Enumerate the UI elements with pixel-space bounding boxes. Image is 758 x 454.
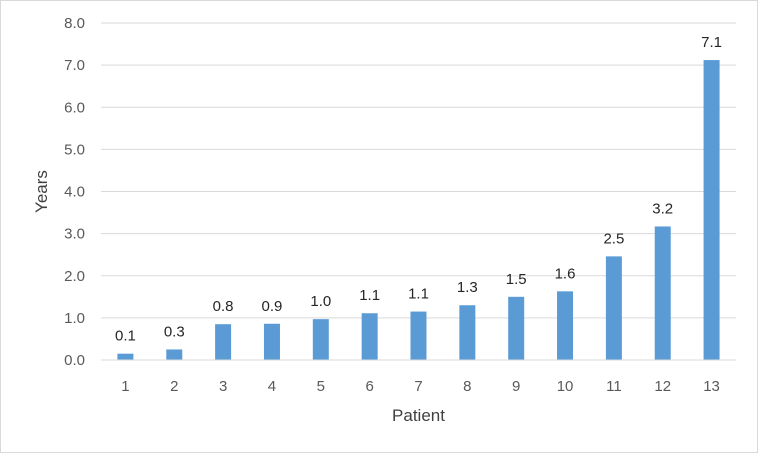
data-label: 2.5 [603, 230, 624, 247]
x-tick-label: 10 [557, 378, 574, 395]
data-label: 1.3 [457, 279, 478, 296]
data-label: 1.6 [555, 265, 576, 282]
y-tick-label: 6.0 [64, 99, 85, 116]
x-tick-label: 3 [219, 378, 227, 395]
y-tick-label: 0.0 [64, 352, 85, 369]
x-tick-label: 5 [317, 378, 325, 395]
y-tick-label: 5.0 [64, 141, 85, 158]
y-tick-label: 3.0 [64, 226, 85, 243]
data-label: 0.9 [262, 298, 283, 315]
x-tick-label: 11 [606, 378, 622, 395]
bar [263, 323, 280, 360]
gridlines [101, 22, 736, 319]
x-tick-label: 13 [703, 378, 720, 395]
bar [654, 226, 671, 360]
y-tick-label: 7.0 [64, 57, 85, 74]
bar [361, 313, 378, 360]
x-tick-label: 2 [170, 378, 178, 395]
bar [557, 291, 574, 360]
data-label: 0.3 [164, 323, 185, 340]
y-tick-label: 2.0 [64, 268, 85, 285]
bar [410, 311, 427, 360]
x-axis-title: Patient [392, 406, 445, 425]
data-label: 3.2 [652, 200, 673, 217]
bar [508, 296, 525, 360]
y-axis-title: Years [32, 170, 51, 213]
bar [117, 353, 134, 360]
x-tick-label: 4 [268, 378, 276, 395]
x-tick-label: 8 [463, 378, 471, 395]
data-label: 0.1 [115, 328, 136, 345]
bar [166, 349, 183, 360]
data-labels: 0.1 0.3 0.8 0.9 1.0 1.1 1.1 1.3 1.5 1.6 2.5 3.2 7.1 [115, 34, 722, 345]
x-axis-ticks: 1 2 3 4 5 6 7 8 9 10 11 12 13 [121, 378, 720, 395]
bar [605, 256, 622, 360]
bars [117, 60, 720, 360]
bar [312, 319, 329, 360]
x-tick-label: 9 [512, 378, 520, 395]
bar [459, 305, 476, 360]
y-axis-ticks: 0.0 1.0 2.0 3.0 4.0 5.0 6.0 7.0 8.0 [64, 15, 85, 369]
y-tick-label: 8.0 [64, 15, 85, 32]
x-tick-label: 7 [414, 378, 422, 395]
bar [215, 324, 232, 360]
x-tick-label: 6 [365, 378, 373, 395]
data-label: 7.1 [701, 34, 722, 51]
data-label: 1.1 [408, 286, 429, 303]
data-label: 1.1 [359, 287, 380, 304]
x-tick-label: 1 [121, 378, 129, 395]
data-label: 0.8 [213, 298, 234, 315]
data-label: 1.0 [310, 293, 331, 310]
y-tick-label: 4.0 [64, 184, 85, 201]
x-tick-label: 12 [654, 378, 671, 395]
data-label: 1.5 [506, 271, 527, 288]
bar [703, 60, 720, 360]
y-tick-label: 1.0 [64, 310, 85, 327]
